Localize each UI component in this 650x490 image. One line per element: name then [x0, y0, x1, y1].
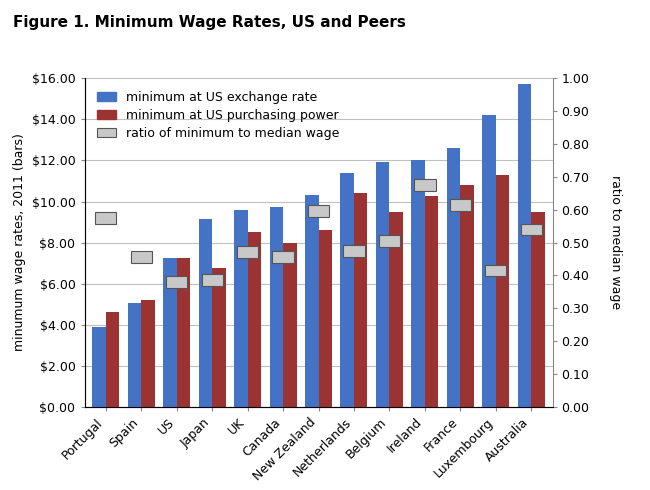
Bar — [447, 148, 460, 407]
Y-axis label: ratio to median wage: ratio to median wage — [609, 175, 622, 310]
Bar — [234, 210, 248, 407]
FancyBboxPatch shape — [272, 251, 294, 263]
Bar — [389, 212, 403, 407]
Bar — [318, 230, 332, 407]
FancyBboxPatch shape — [485, 265, 506, 276]
Bar — [106, 312, 119, 407]
Bar — [305, 196, 318, 407]
Bar — [163, 258, 177, 407]
Legend: minimum at US exchange rate, minimum at US purchasing power, ratio of minimum to: minimum at US exchange rate, minimum at … — [91, 85, 345, 146]
Bar — [411, 160, 425, 407]
FancyBboxPatch shape — [95, 212, 116, 224]
Bar — [496, 175, 509, 407]
Text: Figure 1. Minimum Wage Rates, US and Peers: Figure 1. Minimum Wage Rates, US and Pee… — [13, 15, 406, 30]
Bar — [341, 173, 354, 407]
Bar — [177, 258, 190, 407]
Bar — [482, 115, 496, 407]
Bar — [128, 303, 141, 407]
FancyBboxPatch shape — [379, 235, 400, 247]
FancyBboxPatch shape — [414, 179, 436, 191]
Bar — [248, 232, 261, 407]
Bar — [376, 162, 389, 407]
FancyBboxPatch shape — [131, 251, 152, 263]
FancyBboxPatch shape — [166, 276, 187, 288]
Bar — [92, 327, 106, 407]
Y-axis label: minumum wage rates, 2011 (bars): minumum wage rates, 2011 (bars) — [13, 134, 26, 351]
Bar — [141, 300, 155, 407]
Bar — [354, 193, 367, 407]
FancyBboxPatch shape — [237, 246, 258, 258]
FancyBboxPatch shape — [202, 274, 223, 286]
Bar — [425, 196, 438, 407]
Bar — [199, 219, 212, 407]
FancyBboxPatch shape — [450, 199, 471, 211]
FancyBboxPatch shape — [343, 245, 365, 257]
Bar — [460, 185, 474, 407]
FancyBboxPatch shape — [308, 205, 329, 217]
Bar — [518, 83, 531, 407]
Bar — [270, 207, 283, 407]
FancyBboxPatch shape — [521, 223, 542, 235]
Bar — [212, 268, 226, 407]
Bar — [283, 243, 296, 407]
Bar — [531, 212, 545, 407]
